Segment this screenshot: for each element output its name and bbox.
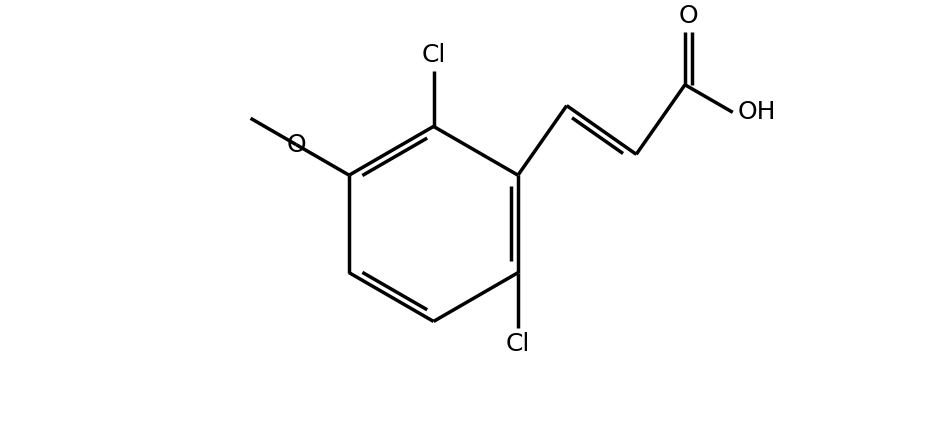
- Text: O: O: [679, 4, 698, 28]
- Text: O: O: [286, 133, 306, 157]
- Text: Cl: Cl: [421, 44, 445, 68]
- Text: OH: OH: [737, 100, 776, 125]
- Text: Cl: Cl: [506, 332, 530, 356]
